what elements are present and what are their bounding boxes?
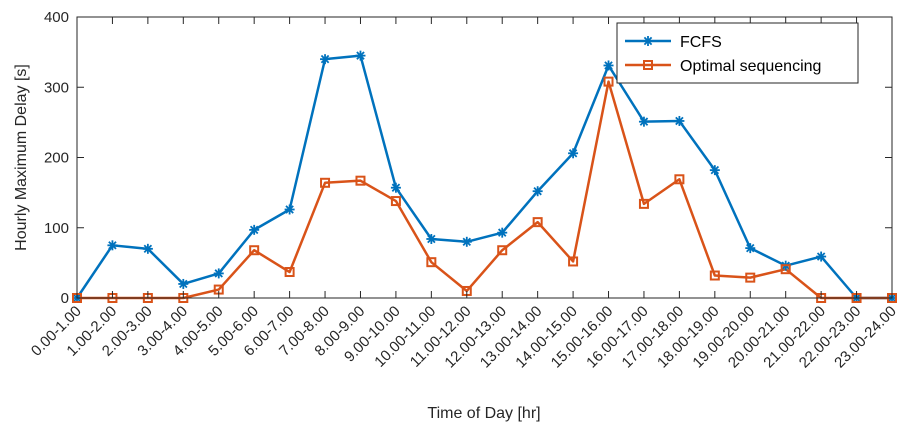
series-lines [75, 54, 892, 300]
data-point-fcfs [107, 240, 118, 251]
legend-label-optimal-sequencing: Optimal sequencing [680, 58, 821, 75]
data-point-fcfs [674, 115, 685, 126]
data-point-optimal-sequencing [638, 198, 649, 209]
y-tick-label: 100 [44, 220, 69, 237]
data-point-optimal-sequencing [390, 196, 401, 207]
data-point-optimal-sequencing [745, 272, 756, 283]
series-line-optimal-sequencing [77, 80, 892, 300]
data-point-optimal-sequencing [532, 217, 543, 228]
data-point-fcfs [461, 236, 472, 247]
data-point-fcfs [568, 148, 579, 159]
data-point-optimal-sequencing [603, 76, 614, 87]
y-axis-label: Hourly Maximum Delay [s] [13, 64, 30, 251]
data-point-optimal-sequencing [780, 264, 791, 275]
data-point-fcfs [709, 165, 720, 176]
series-line-fcfs [75, 54, 892, 300]
data-point-fcfs [178, 278, 189, 289]
data-point-optimal-sequencing [426, 257, 437, 268]
data-point-fcfs [213, 268, 224, 279]
data-point-optimal-sequencing [497, 245, 508, 256]
data-point-optimal-sequencing [284, 267, 295, 278]
data-point-fcfs [603, 60, 614, 71]
data-point-fcfs [816, 251, 827, 262]
y-tick-label: 200 [44, 150, 69, 167]
data-point-optimal-sequencing [320, 177, 331, 188]
data-point-optimal-sequencing [568, 256, 579, 267]
y-tick-label: 400 [44, 9, 69, 26]
data-point-fcfs [390, 182, 401, 193]
y-tick-label: 300 [44, 79, 69, 96]
legend-label-fcfs: FCFS [680, 34, 722, 51]
data-point-optimal-sequencing [709, 270, 720, 281]
legend-box [616, 22, 859, 84]
data-point-fcfs [638, 116, 649, 127]
data-point-fcfs [497, 227, 508, 238]
data-point-optimal-sequencing [674, 174, 685, 185]
y-tick-label: 0 [61, 290, 69, 307]
legend: FCFS Optimal sequencing [616, 22, 859, 84]
data-point-optimal-sequencing [355, 175, 366, 186]
data-point-fcfs [532, 186, 543, 197]
data-point-fcfs [355, 50, 366, 61]
data-point-fcfs [745, 243, 756, 254]
x-axis-label: Time of Day [hr] [427, 405, 540, 422]
data-point-fcfs [284, 204, 295, 215]
legend-marker-fcfs [643, 36, 653, 46]
data-point-fcfs [320, 54, 331, 65]
data-point-fcfs [426, 233, 437, 244]
data-point-optimal-sequencing [249, 245, 260, 256]
data-point-fcfs [142, 243, 153, 254]
legend-marker-optimal-sequencing [643, 60, 653, 70]
data-point-fcfs [249, 224, 260, 235]
series-markers [72, 50, 897, 303]
